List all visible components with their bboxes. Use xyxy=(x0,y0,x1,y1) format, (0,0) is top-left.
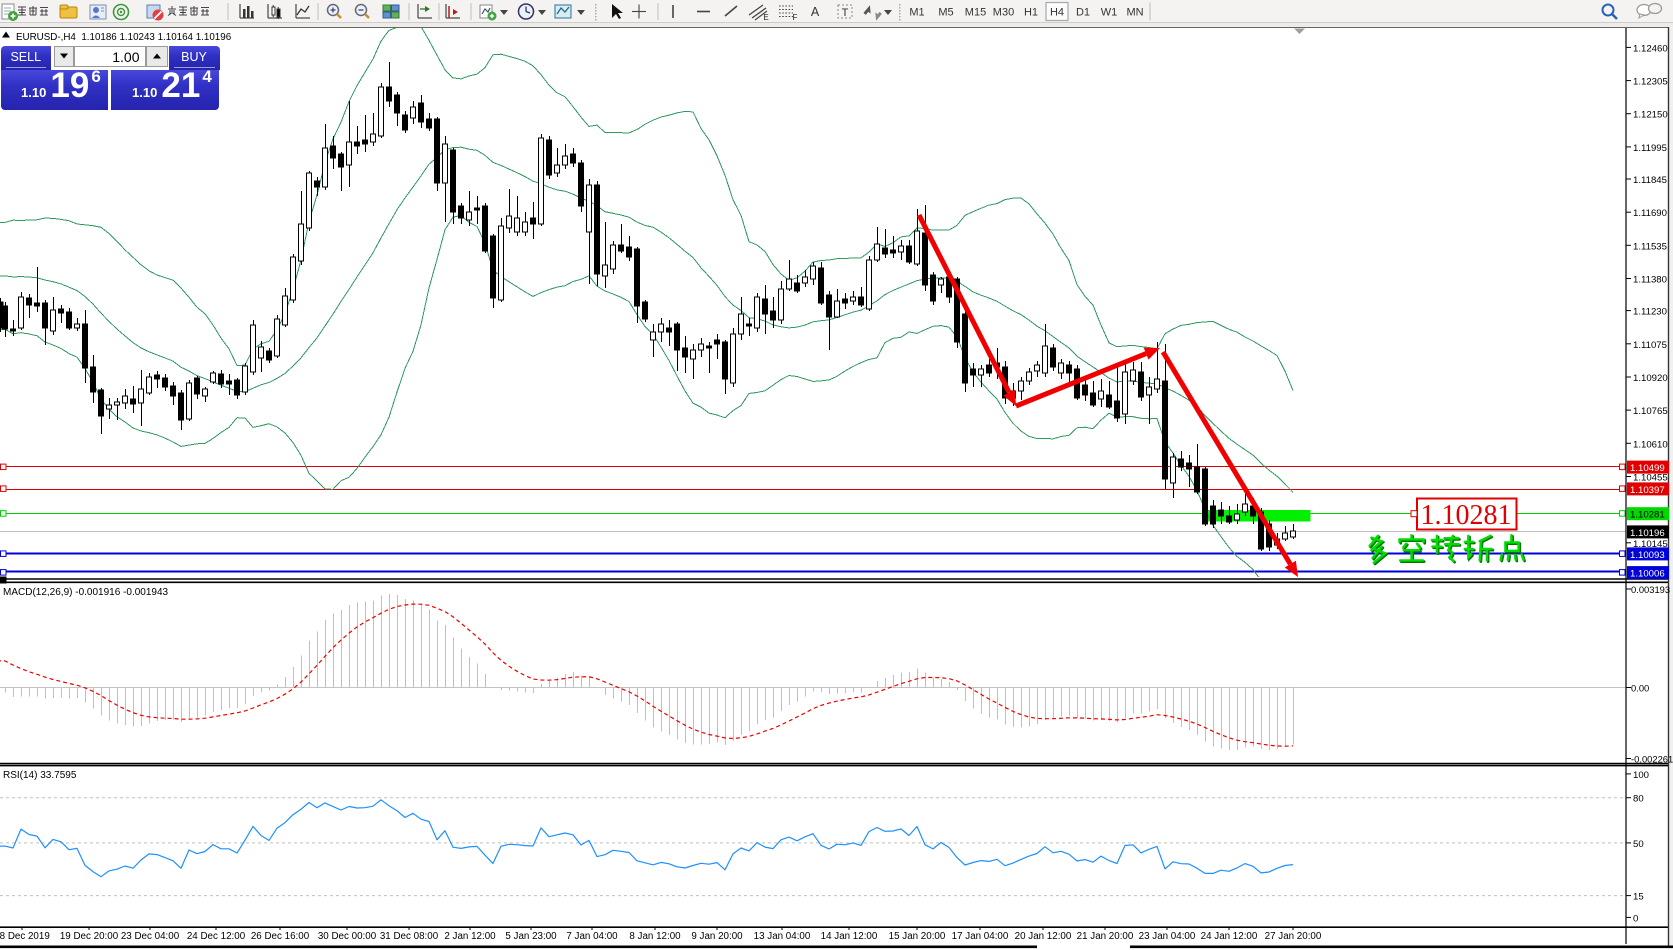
svg-text:1.10610: 1.10610 xyxy=(1633,439,1668,450)
svg-text:26 Dec 16:00: 26 Dec 16:00 xyxy=(251,931,310,942)
svg-text:1.11075: 1.11075 xyxy=(1633,340,1667,351)
svg-text:100: 100 xyxy=(1633,770,1649,781)
svg-text:E: E xyxy=(763,13,768,22)
svg-text:1.11380: 1.11380 xyxy=(1633,275,1667,286)
svg-text:A: A xyxy=(811,5,820,19)
svg-text:1.11230: 1.11230 xyxy=(1633,307,1667,318)
svg-text:31 Dec 08:00: 31 Dec 08:00 xyxy=(380,931,439,942)
svg-text:M30: M30 xyxy=(993,7,1014,19)
svg-text:1.10281: 1.10281 xyxy=(1630,510,1665,521)
svg-text:80: 80 xyxy=(1633,794,1644,805)
svg-text:20 Jan 12:00: 20 Jan 12:00 xyxy=(1015,931,1072,942)
svg-text:2 Jan 12:00: 2 Jan 12:00 xyxy=(444,931,496,942)
svg-text:H4: H4 xyxy=(1050,7,1064,19)
svg-text:1.12150: 1.12150 xyxy=(1633,110,1668,121)
svg-text:30 Dec 00:00: 30 Dec 00:00 xyxy=(318,931,377,942)
svg-text:1.10499: 1.10499 xyxy=(1630,463,1665,474)
svg-text:MACD(12,26,9) -0.001916 -0.001: MACD(12,26,9) -0.001916 -0.001943 xyxy=(3,587,169,598)
svg-text:1.10093: 1.10093 xyxy=(1630,550,1665,561)
svg-text:M5: M5 xyxy=(938,7,953,19)
svg-text:23 Jan 04:00: 23 Jan 04:00 xyxy=(1139,931,1196,942)
svg-text:1.10765: 1.10765 xyxy=(1633,406,1668,417)
svg-text:8 Jan 12:00: 8 Jan 12:00 xyxy=(629,931,681,942)
svg-text:19 Dec 20:00: 19 Dec 20:00 xyxy=(60,931,119,942)
svg-text:5 Jan 23:00: 5 Jan 23:00 xyxy=(505,931,557,942)
svg-text:1.10196: 1.10196 xyxy=(1630,528,1665,539)
svg-text:M15: M15 xyxy=(965,7,986,19)
svg-text:RSI(14) 33.7595: RSI(14) 33.7595 xyxy=(3,770,77,781)
svg-text:1.10281: 1.10281 xyxy=(1421,500,1512,531)
svg-text:M1: M1 xyxy=(909,7,924,19)
svg-text:7 Jan 04:00: 7 Jan 04:00 xyxy=(566,931,618,942)
svg-text:-0.002261: -0.002261 xyxy=(1631,754,1673,765)
svg-text:0.00: 0.00 xyxy=(1631,683,1649,694)
svg-text:50: 50 xyxy=(1633,839,1644,850)
svg-text:W1: W1 xyxy=(1101,7,1118,19)
svg-text:24 Jan 12:00: 24 Jan 12:00 xyxy=(1201,931,1258,942)
svg-text:1.11845: 1.11845 xyxy=(1633,175,1667,186)
svg-text:23 Dec 04:00: 23 Dec 04:00 xyxy=(121,931,180,942)
svg-text:17 Jan 04:00: 17 Jan 04:00 xyxy=(952,931,1009,942)
svg-text:24 Dec 12:00: 24 Dec 12:00 xyxy=(187,931,246,942)
svg-text:1.10006: 1.10006 xyxy=(1630,569,1665,580)
svg-text:18 Dec 2019: 18 Dec 2019 xyxy=(0,931,50,942)
svg-text:1.11995: 1.11995 xyxy=(1633,143,1667,154)
svg-text:27 Jan 20:00: 27 Jan 20:00 xyxy=(1265,931,1322,942)
svg-text:1.12460: 1.12460 xyxy=(1633,43,1668,54)
svg-text:D1: D1 xyxy=(1076,7,1090,19)
svg-text:15: 15 xyxy=(1633,892,1644,903)
svg-text:9 Jan 20:00: 9 Jan 20:00 xyxy=(691,931,743,942)
svg-text:21 Jan 20:00: 21 Jan 20:00 xyxy=(1077,931,1134,942)
svg-text:EURUSD-,H4 1.10186 1.10243 1.: EURUSD-,H4 1.10186 1.10243 1.10164 1.101… xyxy=(16,32,232,43)
svg-text:MN: MN xyxy=(1126,7,1143,19)
svg-text:T: T xyxy=(842,7,849,19)
svg-text:15 Jan 20:00: 15 Jan 20:00 xyxy=(889,931,946,942)
svg-text:0.003193: 0.003193 xyxy=(1631,584,1670,595)
svg-text:F: F xyxy=(793,13,798,22)
svg-text:1.11535: 1.11535 xyxy=(1633,241,1667,252)
svg-text:1.10455: 1.10455 xyxy=(1633,472,1668,483)
svg-text:1.10920: 1.10920 xyxy=(1633,373,1668,384)
svg-text:0: 0 xyxy=(1633,913,1638,924)
svg-text:14 Jan 12:00: 14 Jan 12:00 xyxy=(821,931,878,942)
svg-text:13 Jan 04:00: 13 Jan 04:00 xyxy=(754,931,811,942)
svg-text:1.12305: 1.12305 xyxy=(1633,77,1668,88)
svg-text:1.10145: 1.10145 xyxy=(1633,539,1668,550)
svg-text:1.11690: 1.11690 xyxy=(1633,208,1667,219)
svg-text:H1: H1 xyxy=(1024,7,1038,19)
svg-text:1.10397: 1.10397 xyxy=(1630,485,1665,496)
